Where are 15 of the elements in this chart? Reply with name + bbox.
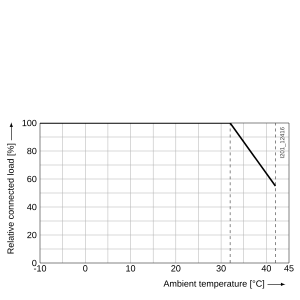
y-tick-label: 20 <box>27 232 36 238</box>
y-tick-label: 0 <box>32 260 36 266</box>
x-tick-label: 40 <box>262 265 272 272</box>
x-tick-label: 30 <box>216 265 226 272</box>
y-tick-label: 40 <box>27 204 36 210</box>
y-tick-label: 60 <box>27 176 36 182</box>
x-tick-label: 20 <box>171 265 180 272</box>
x-tick-label: -10 <box>34 265 46 272</box>
x-tick-label: 10 <box>126 265 136 272</box>
y-axis-title: Relative connected load [%] <box>7 144 16 254</box>
y-tick-label: 80 <box>27 148 36 154</box>
x-axis-title: Ambient temperature [°C] <box>163 280 264 289</box>
x-tick-label: 45 <box>284 265 294 272</box>
y-tick-label: 100 <box>22 120 36 126</box>
x-tick-label: 0 <box>83 265 88 272</box>
